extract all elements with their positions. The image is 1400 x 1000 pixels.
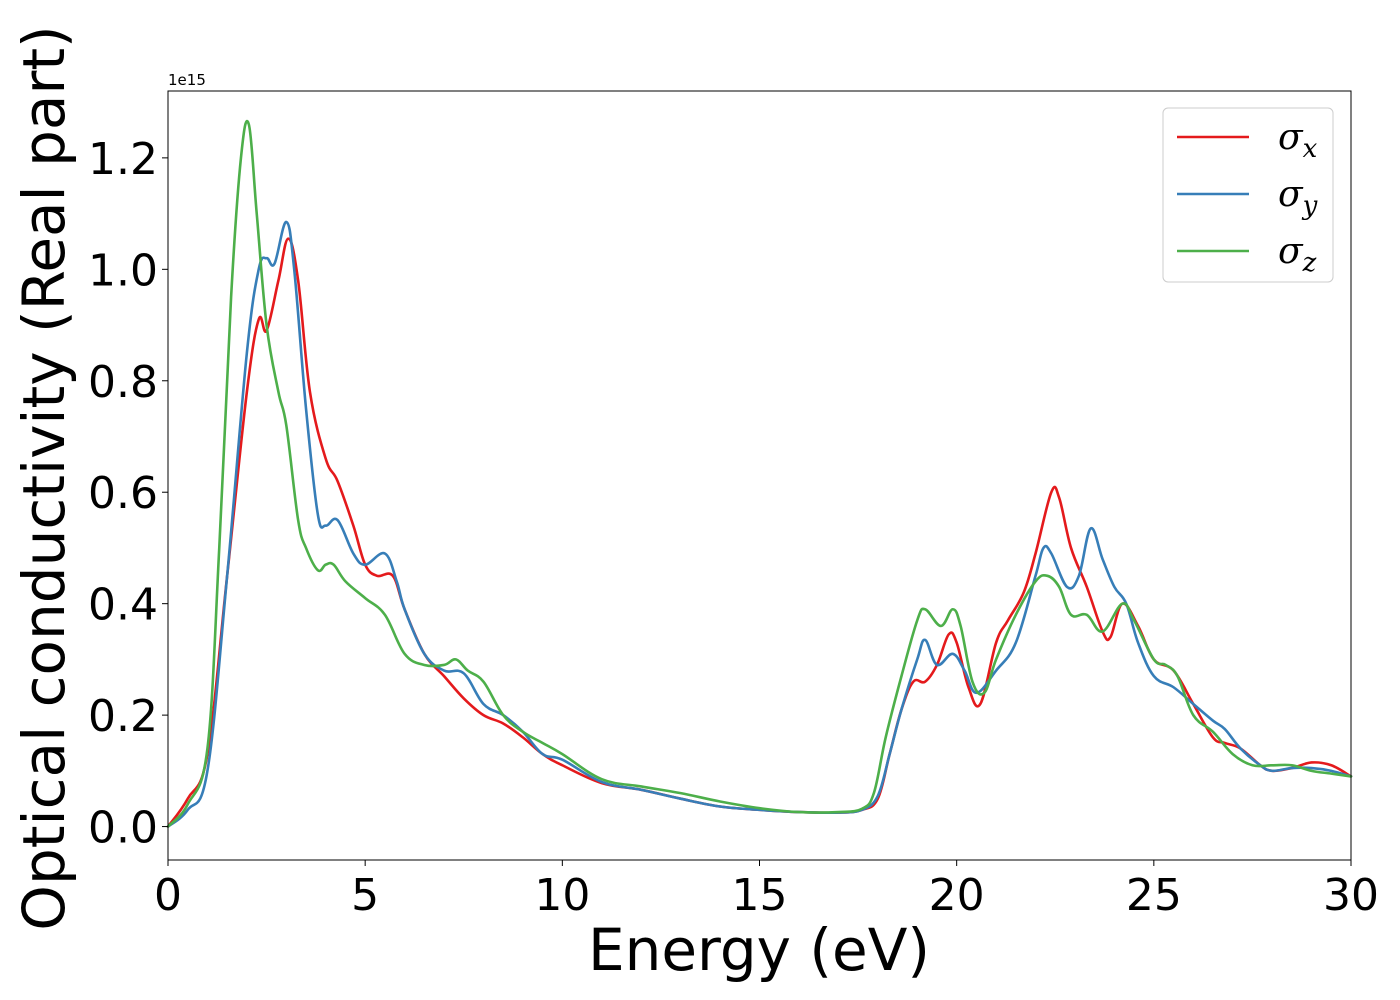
x-tick-label: 30 bbox=[1323, 870, 1379, 921]
x-axis: 0 5 10 15 20 25 30 bbox=[154, 860, 1379, 921]
x-tick-label: 20 bbox=[929, 870, 985, 921]
y-tick-label: 0.2 bbox=[88, 691, 158, 742]
y-tick-label: 0.4 bbox=[88, 580, 158, 631]
y-tick-label: 0.8 bbox=[88, 357, 158, 408]
x-tick-label: 0 bbox=[154, 870, 182, 921]
legend-label-sigma-x: σx bbox=[1278, 117, 1318, 164]
x-tick-label: 25 bbox=[1126, 870, 1182, 921]
y-offset-text: 1e15 bbox=[168, 71, 206, 89]
y-axis-label: Optical conductivity (Real part) bbox=[10, 25, 78, 930]
y-tick-label: 0.0 bbox=[88, 803, 158, 854]
y-tick-label: 1.0 bbox=[88, 245, 158, 296]
series-layer bbox=[166, 119, 1353, 828]
legend-label-sigma-z: σz bbox=[1278, 231, 1317, 278]
y-tick-label: 1.2 bbox=[88, 134, 158, 185]
x-axis-label: Energy (eV) bbox=[588, 916, 930, 984]
series-line-sigma-z bbox=[166, 119, 1353, 828]
x-tick-label: 10 bbox=[534, 870, 590, 921]
x-tick-label: 5 bbox=[351, 870, 379, 921]
legend: σx σy σz bbox=[1162, 107, 1334, 283]
y-axis: 0.0 0.2 0.4 0.6 0.8 1.0 1.2 bbox=[88, 134, 168, 854]
legend-label-sigma-y: σy bbox=[1278, 174, 1318, 221]
y-tick-label: 0.6 bbox=[88, 468, 158, 519]
x-tick-label: 15 bbox=[732, 870, 788, 921]
